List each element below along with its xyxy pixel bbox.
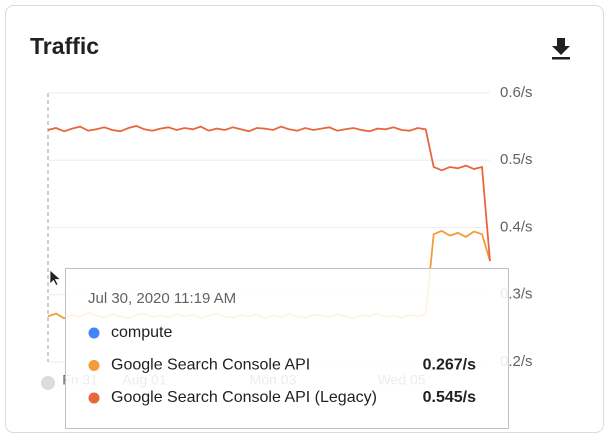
y-tick-label: 0.6/s [500,84,533,101]
tooltip-box [65,268,509,429]
y-tick-label: 0.5/s [500,151,533,168]
tooltip-title: Jul 30, 2020 11:19 AM [88,290,236,307]
tooltip-legend-dot [88,392,100,404]
download-button[interactable] [552,38,570,60]
tooltip-value: 0.545/s [423,389,476,406]
chart-title: Traffic [30,33,99,59]
tooltip-legend-dot [88,327,100,339]
tooltip-value: 0.267/s [423,357,476,374]
cursor [49,269,62,287]
tooltip-series-name: Google Search Console API [111,357,310,374]
legend-dot [41,376,55,390]
tooltip-series-name: compute [111,324,172,341]
download-icon-base[interactable] [552,57,570,60]
tooltip: Jul 30, 2020 11:19 AM compute Google Sear… [65,268,509,429]
tooltip-series-name: Google Search Console API (Legacy) [111,389,377,406]
tooltip-legend-dot [88,360,100,371]
series-line [47,125,491,262]
download-icon[interactable] [552,38,570,55]
y-tick-label: 0.4/s [500,218,533,235]
